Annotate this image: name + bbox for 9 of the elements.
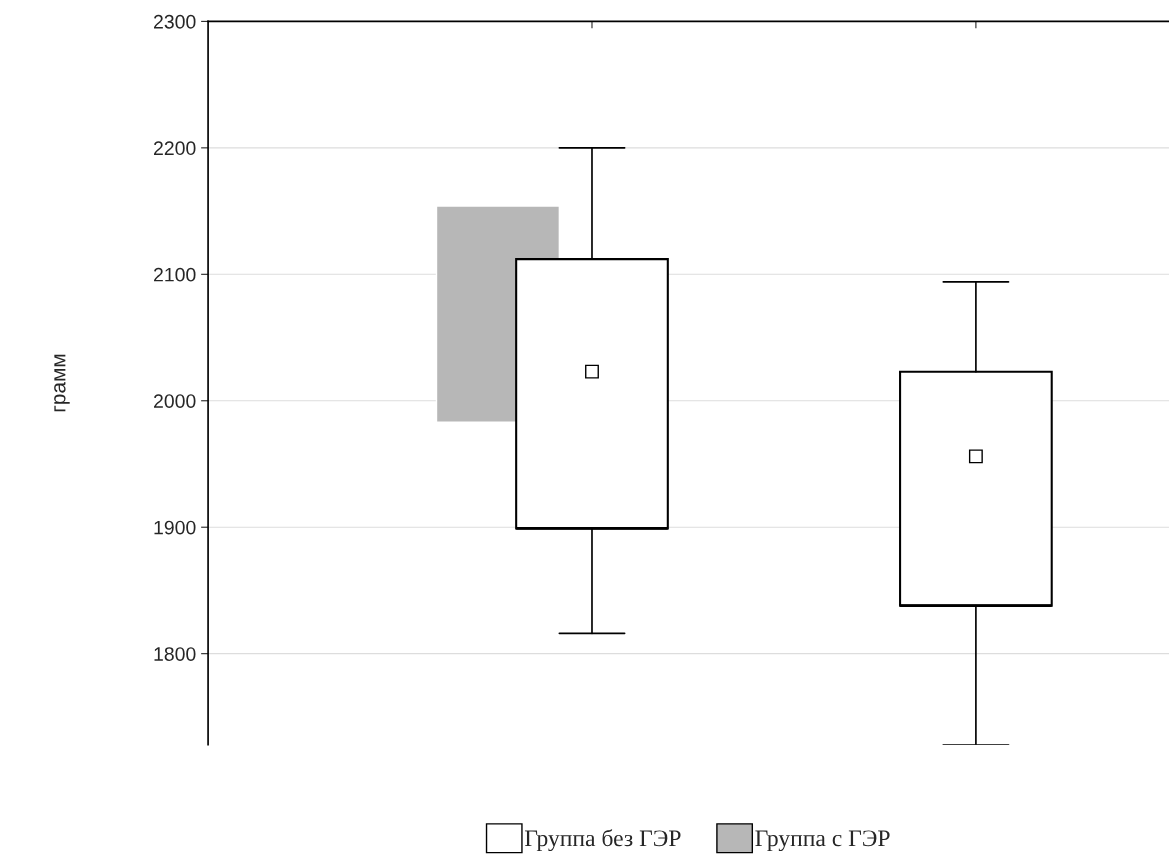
legend-label: Группа без ГЭР [524,829,681,852]
y-tick-label: 1800 [154,647,196,661]
y-tick-label: 2000 [154,394,196,408]
legend-label: Группа с ГЭР [755,830,890,852]
y-tick-label: 2100 [154,267,196,282]
y-tick-label: 1900 [154,520,196,535]
y-tick-label: 2300 [154,14,196,29]
y-axis-title: грамм [54,354,70,412]
y-tick-label: 2200 [154,141,196,156]
